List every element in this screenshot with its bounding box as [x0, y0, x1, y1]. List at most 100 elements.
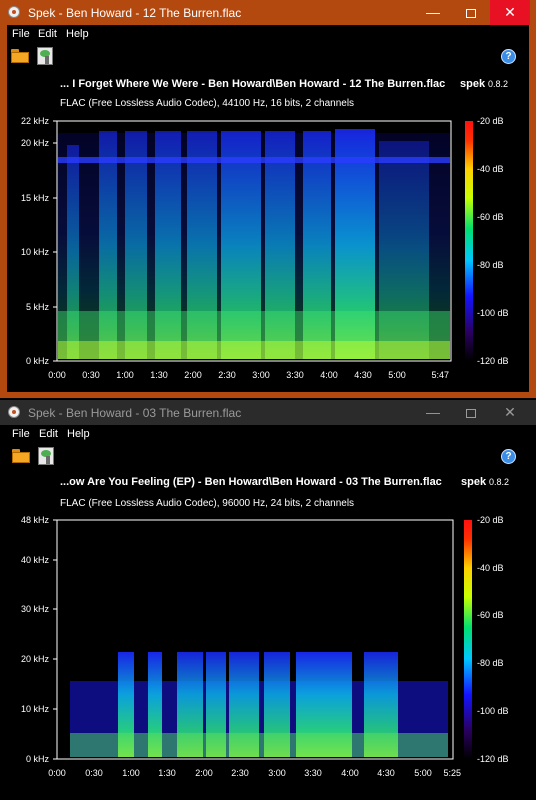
time-tick-label: 3:00 — [252, 370, 270, 380]
spek-window-2: Spek - Ben Howard - 03 The Burren.flac —… — [0, 400, 536, 800]
window-titlebar[interactable]: Spek - Ben Howard - 12 The Burren.flac —… — [0, 0, 536, 25]
menu-file[interactable]: File — [12, 28, 30, 40]
time-tick-label: 0:30 — [82, 370, 100, 380]
time-tick-label: 5:00 — [414, 768, 432, 778]
db-tick-label: -40 dB — [477, 563, 504, 573]
db-tick-label: -60 dB — [477, 212, 504, 222]
close-button[interactable]: ✕ — [504, 404, 516, 420]
db-tick-label: -120 dB — [477, 754, 509, 764]
time-tick-label: 3:30 — [286, 370, 304, 380]
db-tick-label: -20 dB — [477, 116, 504, 126]
freq-tick-label: 30 kHz — [21, 604, 50, 614]
time-tick-label: 4:00 — [341, 768, 359, 778]
db-tick-label: -120 dB — [477, 356, 509, 366]
spectrogram-panel: ...ow Are You Feeling (EP) - Ben Howard\… — [0, 471, 536, 800]
menu-file[interactable]: File — [12, 428, 30, 440]
freq-tick-label: 48 kHz — [21, 515, 50, 525]
menu-edit[interactable]: Edit — [38, 28, 57, 40]
time-tick-label: 1:00 — [116, 370, 134, 380]
db-axis: -20 dB -40 dB -60 dB -80 dB -100 dB -120… — [477, 116, 509, 366]
menu-help[interactable]: Help — [66, 28, 89, 40]
freq-tick-label: 5 kHz — [26, 302, 50, 312]
time-tick-label: 1:30 — [150, 370, 168, 380]
toolbar: ? — [7, 44, 529, 70]
format-info: FLAC (Free Lossless Audio Codec), 44100 … — [60, 98, 354, 109]
toolbar: ? — [0, 444, 536, 470]
time-axis: 0:00 0:30 1:00 1:30 2:00 2:30 3:00 3:30 … — [48, 370, 449, 380]
open-folder-icon[interactable] — [11, 49, 29, 63]
freq-tick-label: 20 kHz — [21, 138, 50, 148]
format-info: FLAC (Free Lossless Audio Codec), 96000 … — [60, 498, 354, 509]
window-titlebar[interactable]: Spek - Ben Howard - 03 The Burren.flac —… — [0, 400, 536, 425]
time-tick-label: 3:00 — [268, 768, 286, 778]
freq-tick-label: 10 kHz — [21, 704, 50, 714]
menu-help[interactable]: Help — [67, 428, 90, 440]
frequency-axis: 22 kHz 20 kHz 15 kHz 10 kHz 5 kHz 0 kHz — [21, 116, 57, 366]
minimize-button[interactable]: — — [426, 404, 440, 420]
app-version: 0.8.2 — [488, 79, 508, 89]
freq-tick-label: 0 kHz — [26, 356, 50, 366]
time-tick-label: 4:00 — [320, 370, 338, 380]
frequency-axis: 48 kHz 40 kHz 30 kHz 20 kHz 10 kHz 0 kHz — [21, 515, 57, 764]
close-button[interactable]: ✕ — [490, 0, 530, 25]
maximize-button[interactable] — [452, 400, 490, 425]
app-name: spek — [460, 78, 486, 90]
time-tick-label: 4:30 — [354, 370, 372, 380]
menu-bar: File Edit Help — [0, 425, 536, 443]
app-name: spek — [461, 476, 487, 488]
freq-tick-label: 22 kHz — [21, 116, 50, 126]
maximize-icon — [466, 8, 476, 18]
db-tick-label: -100 dB — [477, 706, 509, 716]
time-tick-label: 2:30 — [231, 768, 249, 778]
freq-tick-label: 15 kHz — [21, 193, 50, 203]
time-tick-label: 2:30 — [218, 370, 236, 380]
preferences-icon[interactable] — [37, 47, 53, 65]
time-tick-label: 0:00 — [48, 768, 66, 778]
db-color-scale — [465, 121, 473, 361]
time-tick-label: 0:30 — [85, 768, 103, 778]
help-icon[interactable]: ? — [501, 449, 516, 464]
spectrogram-image — [58, 129, 450, 359]
time-tick-label: 1:30 — [158, 768, 176, 778]
db-tick-label: -40 dB — [477, 164, 504, 174]
freq-tick-label: 40 kHz — [21, 555, 50, 565]
time-tick-label: 5:47 — [431, 370, 449, 380]
minimize-button[interactable]: — — [426, 4, 440, 20]
time-tick-label: 2:00 — [195, 768, 213, 778]
spek-app-icon[interactable] — [8, 406, 20, 418]
file-title: ... I Forget Where We Were - Ben Howard\… — [60, 78, 445, 90]
db-axis: -20 dB -40 dB -60 dB -80 dB -100 dB -120… — [477, 515, 509, 764]
db-tick-label: -100 dB — [477, 308, 509, 318]
maximize-button[interactable] — [452, 0, 490, 25]
time-axis: 0:00 0:30 1:00 1:30 2:00 2:30 3:00 3:30 … — [48, 768, 461, 778]
time-tick-label: 3:30 — [304, 768, 322, 778]
help-icon[interactable]: ? — [501, 49, 516, 64]
open-folder-icon[interactable] — [12, 449, 30, 463]
menu-edit[interactable]: Edit — [39, 428, 58, 440]
spectrogram-image — [70, 652, 448, 757]
time-tick-label: 2:00 — [184, 370, 202, 380]
freq-tick-label: 10 kHz — [21, 247, 50, 257]
maximize-icon — [466, 408, 476, 418]
time-tick-label: 4:30 — [377, 768, 395, 778]
freq-tick-label: 0 kHz — [26, 754, 50, 764]
window-title: Spek - Ben Howard - 12 The Burren.flac — [28, 6, 242, 20]
db-tick-label: -80 dB — [477, 260, 504, 270]
time-tick-label: 5:00 — [388, 370, 406, 380]
app-version: 0.8.2 — [489, 477, 509, 487]
spek-app-icon[interactable] — [8, 6, 20, 18]
menu-bar: File Edit Help — [7, 25, 529, 43]
time-tick-label: 0:00 — [48, 370, 66, 380]
client-area: File Edit Help ? — [0, 425, 536, 800]
spek-window-1: Spek - Ben Howard - 12 The Burren.flac —… — [0, 0, 536, 398]
db-tick-label: -20 dB — [477, 515, 504, 525]
window-title: Spek - Ben Howard - 03 The Burren.flac — [28, 406, 242, 420]
client-area: File Edit Help ? — [7, 25, 529, 392]
db-color-scale — [464, 520, 472, 759]
freq-tick-label: 20 kHz — [21, 654, 50, 664]
db-tick-label: -60 dB — [477, 610, 504, 620]
preferences-icon[interactable] — [38, 447, 54, 465]
time-tick-label: 5:25 — [443, 768, 461, 778]
db-tick-label: -80 dB — [477, 658, 504, 668]
spectrogram-panel: ... I Forget Where We Were - Ben Howard\… — [7, 71, 529, 392]
